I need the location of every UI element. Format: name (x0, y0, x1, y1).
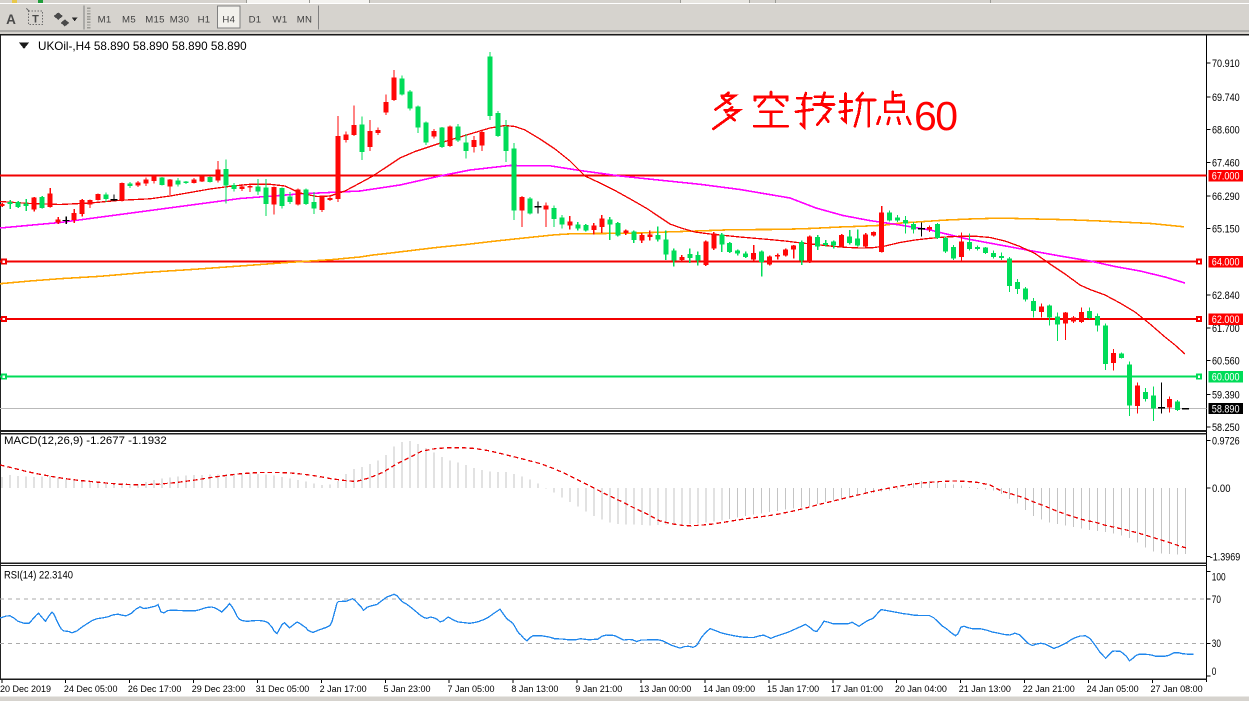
svg-text:66.290: 66.290 (1212, 191, 1240, 203)
svg-text:24 Dec 05:00: 24 Dec 05:00 (64, 684, 118, 694)
svg-text:21 Jan 13:00: 21 Jan 13:00 (959, 684, 1011, 694)
svg-text:62.000: 62.000 (1212, 314, 1240, 326)
svg-text:0: 0 (1212, 666, 1217, 678)
svg-text:24 Jan 05:00: 24 Jan 05:00 (1087, 684, 1139, 694)
svg-text:61.700: 61.700 (1212, 323, 1240, 335)
svg-text:20 Jan 04:00: 20 Jan 04:00 (895, 684, 947, 694)
svg-text:7 Jan 05:00: 7 Jan 05:00 (447, 684, 494, 694)
svg-text:60.560: 60.560 (1212, 356, 1240, 368)
svg-text:H1: H1 (198, 14, 211, 25)
svg-text:17 Jan 01:00: 17 Jan 01:00 (831, 684, 883, 694)
svg-text:15 Jan 17:00: 15 Jan 17:00 (767, 684, 819, 694)
svg-text:70.910: 70.910 (1212, 58, 1240, 70)
svg-text:2 Jan 17:00: 2 Jan 17:00 (320, 684, 367, 694)
svg-text:W1: W1 (273, 14, 288, 25)
svg-text:M5: M5 (122, 14, 136, 25)
svg-text:60.000: 60.000 (1212, 372, 1240, 384)
svg-text:26 Dec 17:00: 26 Dec 17:00 (128, 684, 182, 694)
svg-text:100: 100 (1212, 572, 1226, 584)
svg-text:64.000: 64.000 (1212, 257, 1240, 269)
svg-text:31 Dec 05:00: 31 Dec 05:00 (256, 684, 310, 694)
svg-text:67.460: 67.460 (1212, 157, 1240, 169)
svg-text:13 Jan 00:00: 13 Jan 00:00 (639, 684, 691, 694)
svg-text:T: T (32, 14, 39, 26)
svg-text:M30: M30 (170, 14, 190, 25)
svg-text:69.740: 69.740 (1212, 92, 1240, 104)
svg-text:MACD(12,26,9) -1.2677 -1.1932: MACD(12,26,9) -1.2677 -1.1932 (4, 435, 167, 447)
svg-text:59.390: 59.390 (1212, 389, 1240, 401)
svg-text:RSI(14) 22.3140: RSI(14) 22.3140 (4, 569, 73, 581)
svg-text:0.00: 0.00 (1212, 483, 1231, 495)
svg-text:58.250: 58.250 (1212, 422, 1240, 434)
svg-text:68.600: 68.600 (1212, 125, 1240, 137)
svg-text:M1: M1 (98, 14, 112, 25)
svg-text:20 Dec 2019: 20 Dec 2019 (0, 684, 51, 694)
svg-text:27 Jan 08:00: 27 Jan 08:00 (1151, 684, 1203, 694)
svg-text:H4: H4 (222, 14, 235, 25)
svg-text:A: A (6, 12, 16, 27)
svg-text:30: 30 (1212, 638, 1221, 650)
svg-text:-1.3969: -1.3969 (1210, 551, 1241, 563)
svg-text:M15: M15 (145, 14, 165, 25)
svg-text:14 Jan 09:00: 14 Jan 09:00 (703, 684, 755, 694)
svg-text:62.840: 62.840 (1212, 290, 1240, 302)
svg-text:70: 70 (1212, 594, 1221, 606)
svg-text:22 Jan 21:00: 22 Jan 21:00 (1023, 684, 1075, 694)
svg-text:29 Dec 23:00: 29 Dec 23:00 (192, 684, 246, 694)
svg-text:9 Jan 21:00: 9 Jan 21:00 (575, 684, 622, 694)
svg-text:60: 60 (914, 93, 957, 139)
svg-text:0.9726: 0.9726 (1212, 436, 1240, 448)
svg-text:D1: D1 (249, 14, 262, 25)
svg-text:58.890: 58.890 (1212, 403, 1240, 415)
svg-text:67.000: 67.000 (1212, 171, 1240, 183)
svg-text:8 Jan 13:00: 8 Jan 13:00 (511, 684, 558, 694)
svg-text:MN: MN (297, 14, 313, 25)
svg-text:UKOil-,H4 58.890 58.890 58.89: UKOil-,H4 58.890 58.890 58.890 58.890 (38, 40, 247, 53)
svg-text:65.150: 65.150 (1212, 224, 1240, 236)
svg-text:5 Jan 23:00: 5 Jan 23:00 (384, 684, 431, 694)
